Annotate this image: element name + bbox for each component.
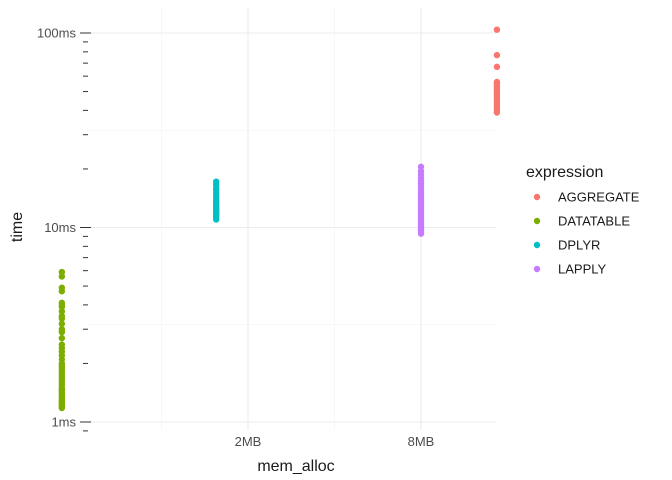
legend-label: DPLYR	[558, 238, 600, 253]
data-point	[493, 51, 501, 59]
data-point	[417, 230, 425, 237]
legend-item-dplyr: DPLYR	[533, 238, 600, 253]
data-point	[58, 268, 66, 276]
y-tick-label: 100ms	[37, 26, 77, 41]
series-datatable	[58, 268, 66, 412]
legend-item-datatable: DATATABLE	[533, 214, 630, 229]
series-aggregate	[493, 26, 501, 116]
legend-label: DATATABLE	[558, 214, 630, 229]
y-axis: 1ms 10ms 100ms	[37, 26, 91, 432]
x-axis-title: mem_alloc	[257, 458, 334, 475]
data-point	[493, 26, 501, 33]
data-point	[58, 315, 66, 322]
data-point	[58, 303, 66, 311]
grid-lines	[87, 8, 496, 430]
legend-label: AGGREGATE	[558, 190, 640, 205]
x-tick-label: 2MB	[235, 434, 262, 449]
data-point	[58, 288, 66, 295]
x-tick-label: 8MB	[408, 434, 435, 449]
legend: expression AGGREGATE DATATABLE DPLYR LAPPLY	[526, 164, 640, 277]
series-dplyr	[212, 178, 220, 223]
data-point	[58, 273, 66, 280]
legend-key	[533, 241, 541, 249]
legend-key	[533, 265, 541, 273]
data-points	[58, 26, 501, 412]
legend-key	[533, 217, 541, 225]
data-point	[58, 404, 66, 412]
y-tick-label: 10ms	[44, 220, 76, 235]
data-point	[58, 308, 66, 315]
series-lapply	[417, 163, 425, 237]
legend-item-aggregate: AGGREGATE	[533, 190, 640, 205]
data-point	[58, 320, 66, 327]
x-axis: 2MB 8MB	[235, 434, 435, 449]
data-point	[58, 328, 66, 336]
legend-key	[533, 193, 541, 201]
legend-title: expression	[526, 164, 603, 181]
data-point	[58, 334, 66, 342]
data-point	[493, 109, 501, 116]
y-axis-title: time	[9, 212, 26, 242]
data-point	[493, 63, 501, 71]
legend-label: LAPPLY	[558, 262, 607, 277]
data-point	[212, 216, 220, 223]
y-tick-label: 1ms	[51, 415, 76, 430]
legend-item-lapply: LAPPLY	[533, 262, 607, 277]
